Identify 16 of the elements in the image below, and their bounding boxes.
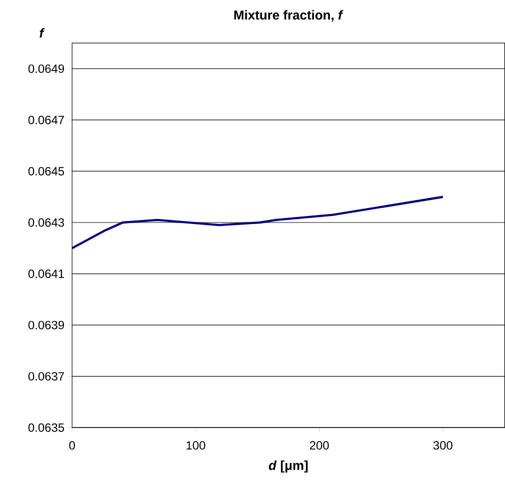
y-tick-label: 0.0635 [28,424,64,432]
y-tick-label: 0.0641 [28,270,64,278]
y-axis-title: f [40,28,45,38]
y-tick-label: 0.0639 [28,320,64,330]
y-tick-label: 0.0647 [28,116,64,124]
x-tick-label: 200 [310,441,329,450]
y-tick-label: 0.0645 [28,167,64,176]
y-tick-label: 0.0637 [28,372,64,381]
x-tick-label: 0 [69,441,75,450]
y-tick-label: 0.0643 [28,218,64,227]
line-series [72,196,444,250]
y-tick-label: 0.0649 [28,64,64,74]
x-tick-label: 300 [433,441,452,450]
x-tick-label: 100 [186,441,206,450]
chart-title: Mixture fraction, f [234,10,344,22]
x-axis-title: d [μm] [268,460,308,473]
